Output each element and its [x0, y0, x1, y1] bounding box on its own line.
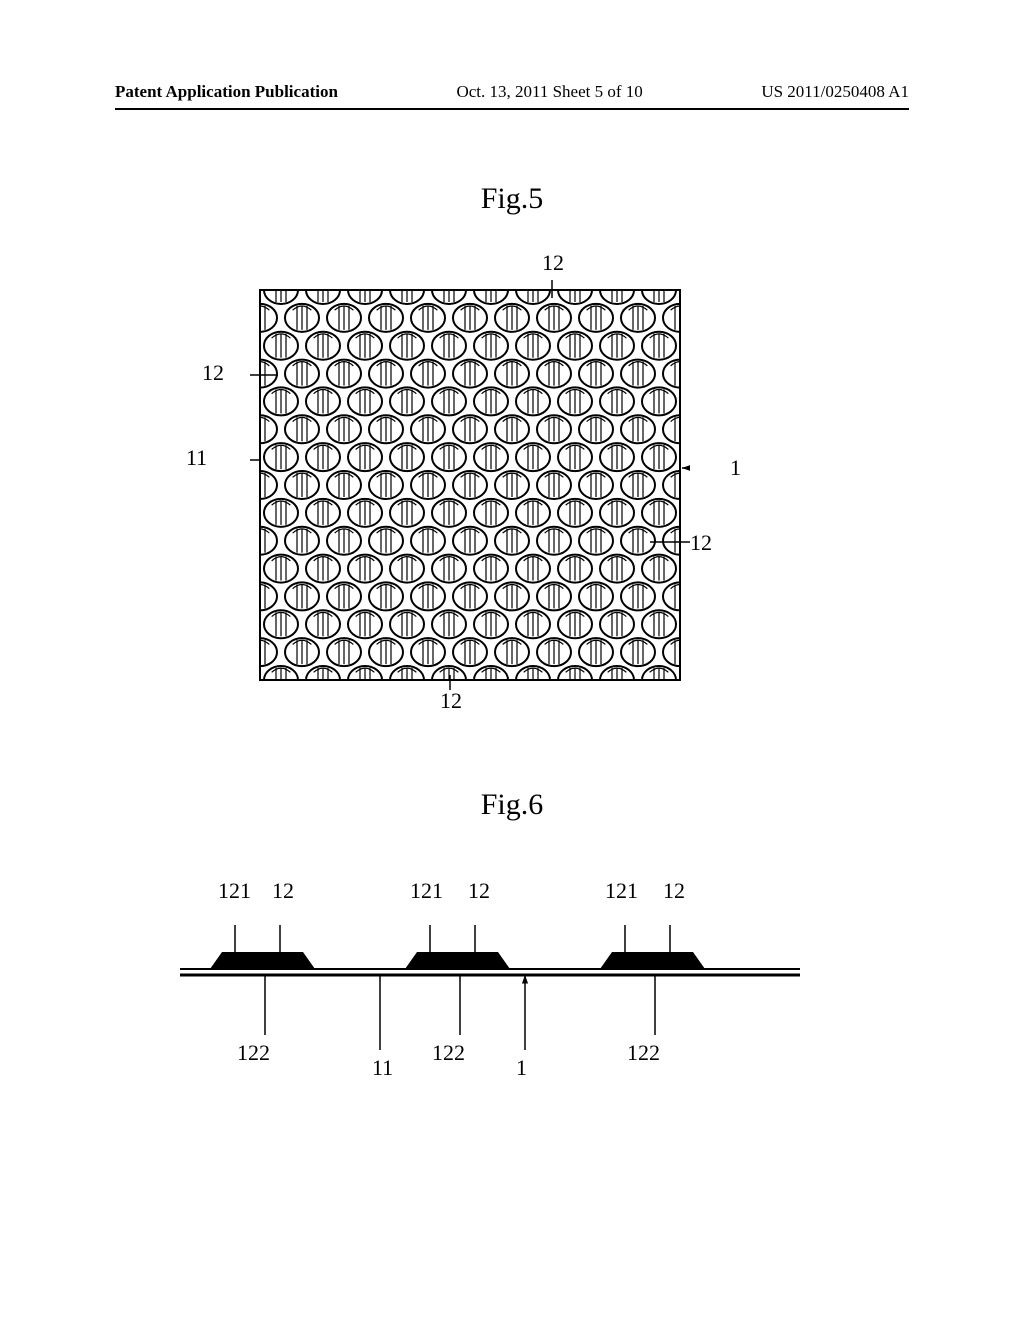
fig6-label-12-a: 12: [272, 878, 294, 904]
fig6-label-12-b: 12: [468, 878, 490, 904]
fig5-label-11: 11: [186, 445, 207, 471]
header-right: US 2011/0250408 A1: [761, 82, 909, 102]
fig6-label-122-b: 122: [432, 1040, 465, 1066]
figure-6: 121 12 121 12 121 12 122 11 122 1 122: [110, 870, 810, 1130]
fig6-title: Fig.6: [0, 788, 1024, 822]
fig5-label-12-top: 12: [542, 250, 564, 276]
fig5-drawing: [250, 280, 690, 690]
fig5-label-12-bottom: 12: [440, 688, 462, 714]
fig6-label-121-a: 121: [218, 878, 251, 904]
fig6-drawing: [180, 925, 800, 1085]
fig6-label-121-c: 121: [605, 878, 638, 904]
header-center: Oct. 13, 2011 Sheet 5 of 10: [456, 82, 642, 102]
fig5-label-12-right: 12: [690, 530, 712, 556]
fig6-label-1: 1: [516, 1055, 527, 1081]
header-left: Patent Application Publication: [115, 82, 338, 102]
fig6-label-122-c: 122: [627, 1040, 660, 1066]
fig5-label-12-left: 12: [202, 360, 224, 386]
figure-5: 12 12 11 1 12 12: [110, 250, 810, 760]
page-header: Patent Application Publication Oct. 13, …: [0, 0, 1024, 102]
fig5-label-1: 1: [730, 455, 741, 481]
fig6-label-122-a: 122: [237, 1040, 270, 1066]
fig5-title: Fig.5: [0, 182, 1024, 216]
fig6-label-12-c: 12: [663, 878, 685, 904]
header-rule: [115, 108, 909, 110]
fig6-label-121-b: 121: [410, 878, 443, 904]
fig6-label-11: 11: [372, 1055, 393, 1081]
